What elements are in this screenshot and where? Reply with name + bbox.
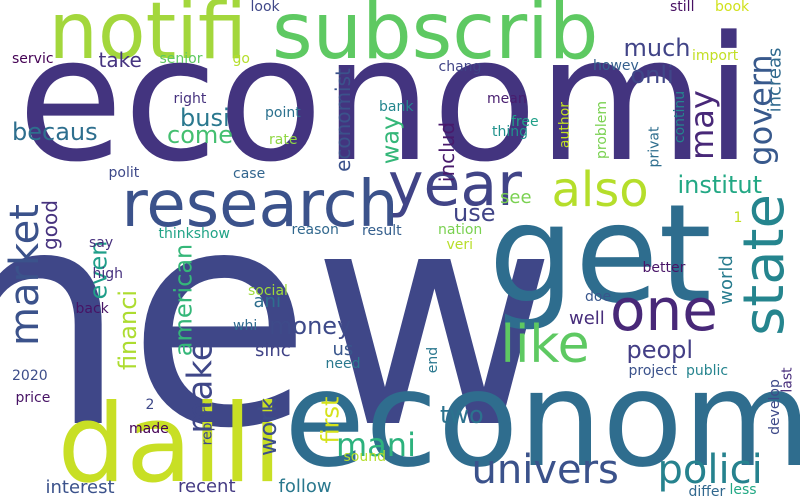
word-report: report	[198, 402, 215, 446]
word-notifi: notifi	[48, 0, 248, 77]
word-chang: chang	[438, 59, 482, 75]
word-interest: interest	[45, 477, 115, 498]
word-may: may	[682, 90, 721, 160]
word-book: book	[715, 0, 750, 15]
word-world: world	[715, 255, 737, 305]
word-polici: polici	[657, 447, 763, 493]
word-bank: bank	[379, 99, 414, 115]
word-whi: whi	[233, 318, 258, 334]
word-money: money	[269, 312, 352, 340]
word-also: also	[551, 162, 649, 218]
word-develop: develop	[766, 379, 783, 435]
word-much: much	[623, 34, 691, 62]
word-result: result	[362, 223, 402, 239]
word-high: high	[92, 266, 124, 282]
word-reason: reason	[291, 222, 339, 238]
word-increas: increas	[763, 47, 785, 113]
word-sinc: sinc	[255, 340, 291, 361]
word-see: see	[500, 187, 532, 208]
word-us: us	[332, 339, 354, 360]
word-point: point	[265, 105, 301, 121]
word-new: new	[0, 145, 558, 494]
word-better: better	[642, 260, 686, 276]
word-still: still	[670, 0, 695, 15]
word-economi: economi	[17, 0, 753, 200]
word-way: way	[375, 115, 404, 165]
word-free: free	[511, 114, 539, 130]
word-economist: economist	[330, 68, 355, 172]
word-econom: econom	[284, 343, 800, 497]
word-say: say	[89, 235, 114, 251]
word-polit: polit	[108, 165, 140, 181]
word-state: state	[731, 194, 797, 336]
word-institut: institut	[677, 171, 763, 199]
word-work: work	[254, 397, 283, 457]
word-author: author	[557, 101, 574, 149]
word-becaus: becaus	[12, 118, 98, 146]
word-good: good	[37, 200, 62, 250]
word-american: american	[168, 243, 197, 357]
word-servic: servic	[12, 51, 54, 67]
word-1: 1	[733, 210, 743, 226]
word-right: right	[173, 91, 207, 107]
word-continu: continu	[672, 90, 689, 144]
word-privat: privat	[645, 126, 662, 168]
word-well: well	[569, 308, 605, 329]
word-includ: includ	[435, 121, 460, 183]
word-year: year	[388, 150, 522, 220]
word-thing: thing	[492, 124, 529, 140]
word-go: go	[232, 51, 250, 67]
word-2: 2	[145, 397, 155, 413]
word-two: two	[440, 401, 484, 429]
word-sound: sound	[343, 449, 387, 465]
word-thinkshow: thinkshow	[158, 226, 230, 242]
word-onli: onli	[630, 61, 674, 89]
word-case: case	[233, 166, 266, 182]
word-recent: recent	[178, 476, 236, 497]
word-follow: follow	[278, 476, 332, 497]
word-research: research	[121, 168, 399, 242]
word-take: take	[98, 48, 142, 72]
word-public: public	[686, 363, 729, 379]
word-subscrib: subscrib	[272, 0, 599, 77]
word-social: social	[248, 283, 288, 299]
word-made: made	[129, 421, 169, 437]
word-daili: daili	[57, 382, 283, 500]
word-get: get	[488, 176, 712, 334]
word-peopl: peopl	[626, 336, 694, 364]
word-use: use	[453, 199, 496, 227]
word-first: first	[315, 396, 344, 444]
word-howev: howev	[593, 58, 639, 74]
word-need: need	[325, 356, 361, 372]
word-2020: 2020	[12, 368, 48, 384]
word-project: project	[628, 363, 678, 379]
word-univers: univers	[471, 447, 619, 493]
word-mani: mani	[336, 426, 416, 464]
word-back: back	[75, 301, 109, 317]
word-busi: busi	[180, 104, 230, 132]
word-problem: problem	[593, 101, 610, 159]
word-price: price	[15, 390, 51, 406]
word-rate: rate	[269, 132, 298, 148]
word-ani: ani	[253, 291, 281, 312]
word-veri: veri	[446, 237, 474, 253]
word-import: import	[692, 48, 739, 64]
word-differ: differ	[688, 484, 726, 500]
word-less: less	[729, 482, 757, 498]
word-look: look	[250, 0, 280, 15]
word-financi: financi	[114, 289, 143, 371]
word-nation: nation	[438, 222, 483, 238]
word-end: end	[425, 346, 442, 374]
word-senior: senior	[159, 51, 203, 67]
word-come: come	[167, 121, 234, 149]
word-mean: mean	[487, 91, 527, 107]
word-doe: doe	[585, 289, 612, 305]
word-like: like	[500, 315, 590, 375]
word-one: one	[610, 276, 718, 344]
